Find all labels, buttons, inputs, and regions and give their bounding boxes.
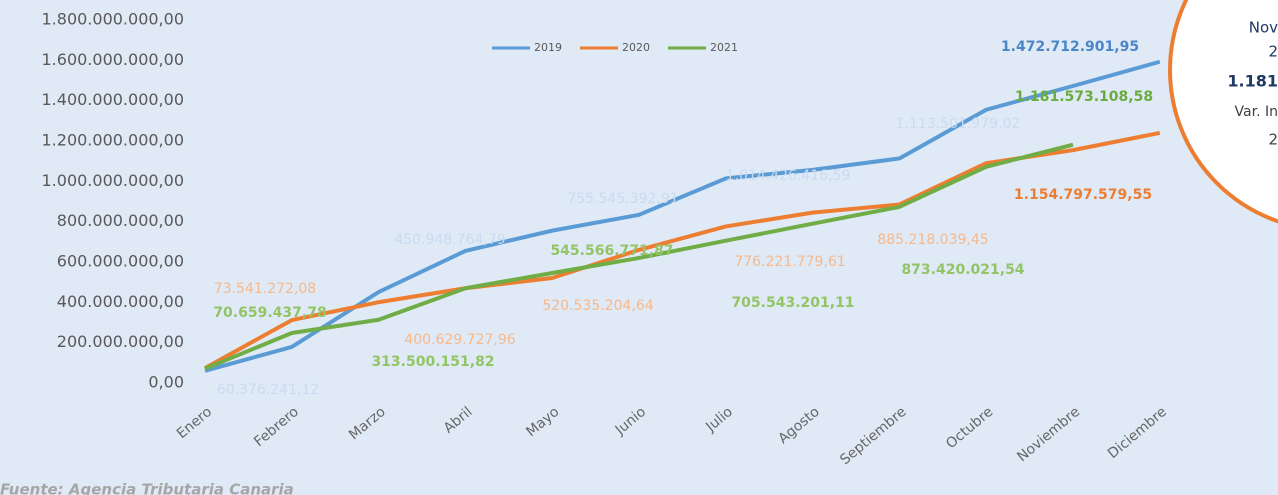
x-tick-label: Julio [702,404,736,436]
y-tick-label: 0,00 [148,373,184,392]
callout-text: 2 [1268,43,1278,61]
data-label: 60.376.241,12 [217,382,319,398]
legend-label: 2020 [622,41,650,54]
x-tick-label: Enero [174,404,215,442]
callout-circle [1168,0,1278,224]
callout-text: Nov [1249,19,1278,37]
y-tick-label: 1.400.000.000,00 [42,90,185,109]
x-tick-label: Diciembre [1105,404,1170,462]
data-label: 520.535.204,64 [542,298,653,314]
data-label: 885.218.039,45 [877,232,988,248]
y-tick-label: 800.000.000,00 [57,211,184,230]
data-label: 1.181.573.108,58 [1015,89,1153,105]
source: Fuente: Agencia Tributaria Canaria [0,481,294,495]
data-label: 776.221.779,61 [734,254,845,270]
callout-text: 2 [1268,131,1278,149]
y-tick-label: 200.000.000,00 [57,332,184,351]
x-tick-label: Febrero [251,404,302,450]
x-tick-label: Marzo [346,404,389,443]
data-label: 1.472.712.901,95 [1001,39,1139,55]
y-tick-label: 1.600.000.000,00 [42,50,185,69]
data-label: 70.659.437,78 [213,305,326,321]
legend-label: 2019 [534,41,562,54]
x-tick-label: Septiembre [837,404,909,468]
x-tick-label: Abril [441,404,476,437]
y-tick-label: 400.000.000,00 [57,292,184,311]
series-line [204,142,1074,371]
data-label: 450.948.764,79 [394,232,505,248]
data-label: 400.629.727,96 [404,332,515,348]
x-tick-label: Noviembre [1014,404,1083,465]
data-label: 1.113.501.979,02 [896,116,1021,132]
data-label: 873.420.021,54 [901,262,1024,278]
data-label: 545.566.771,87 [550,243,673,259]
data-label: 313.500.151,82 [371,354,494,370]
x-tick-label: Octubre [943,404,996,452]
x-tick-label: Agosto [775,404,822,447]
legend-label: 2021 [710,41,738,54]
data-label: 73.541.272,08 [214,281,316,297]
y-tick-label: 1.200.000.000,00 [42,131,185,150]
x-tick-label: Mayo [523,404,562,440]
y-tick-label: 1.800.000.000,00 [42,10,185,29]
data-label: 705.543.201,11 [731,295,854,311]
callout-text: 1.181 [1227,72,1278,91]
data-label: 1.014.426.416,59 [726,168,851,184]
series-line [204,130,1161,370]
x-tick-label: Junio [612,404,649,439]
data-label: 1.154.797.579,55 [1014,187,1152,203]
y-tick-label: 600.000.000,00 [57,252,184,271]
data-label: 755.545.392,91 [567,191,678,207]
callout-text: Var. In [1235,104,1278,120]
series-line [204,59,1161,373]
y-tick-label: 1.000.000.000,00 [42,171,185,190]
